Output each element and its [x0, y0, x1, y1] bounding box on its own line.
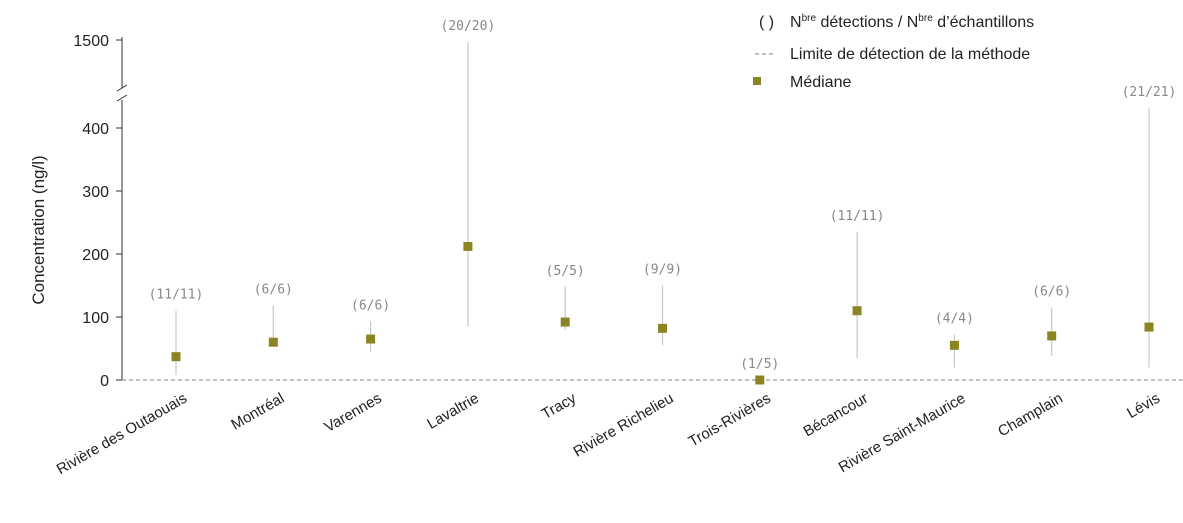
median-marker [171, 352, 181, 362]
data-marks: (11/11) (6/6) (6/6) (20/20) (5/5) (9/9) (1/5) (… [149, 19, 1177, 385]
y-tick-label: 1500 [73, 33, 109, 50]
y-ticks: 0 100 200 300 400 1500 [73, 33, 122, 390]
y-axis-label: Concentration (ng/l) [29, 155, 48, 304]
y-axis [116, 37, 128, 380]
detection-count-label: (1/5) [740, 357, 779, 372]
y-tick-label: 300 [82, 184, 109, 201]
legend-counts-label: Nbre détections / Nbre d’échantillons [790, 13, 1034, 31]
x-tick-label: Varennes [321, 390, 384, 436]
legend-limit-label: Limite de détection de la méthode [790, 46, 1030, 63]
axis-break-mark [116, 94, 128, 102]
median-marker [949, 340, 959, 350]
median-marker [463, 241, 473, 251]
detection-count-label: (4/4) [935, 312, 974, 327]
median-marker [658, 323, 667, 333]
detection-count-label: (5/5) [546, 264, 585, 279]
y-tick-label: 100 [82, 310, 109, 327]
legend-median-label: Médiane [790, 74, 851, 91]
detection-count-label: (11/11) [149, 288, 204, 303]
median-marker [1047, 331, 1057, 341]
legend-paren-symbol: ( ) [759, 14, 774, 31]
x-tick-label: Lavaltrie [424, 390, 482, 433]
legend-median-swatch [753, 77, 761, 85]
detection-count-label: (11/11) [830, 209, 885, 224]
y-tick-label: 200 [82, 247, 109, 264]
median-marker [852, 306, 862, 316]
x-tick-labels: Rivière des Outaouais Montréal Varennes Lav… [54, 389, 1163, 478]
x-tick-label: Bécancour [800, 390, 871, 441]
x-tick-label: Rivière Richelieu [571, 390, 677, 461]
detection-count-label: (6/6) [254, 283, 293, 298]
axis-break-mark [116, 84, 128, 92]
median-marker [560, 317, 570, 327]
median-marker [366, 334, 376, 344]
x-tick-label: Trois-Rivières [686, 390, 774, 451]
detection-count-label: (6/6) [351, 298, 390, 313]
y-tick-label: 0 [100, 373, 109, 390]
detection-count-label: (9/9) [643, 263, 682, 278]
y-tick-label: 400 [82, 121, 109, 138]
x-tick-label: Champlain [995, 390, 1066, 441]
detection-count-label: (21/21) [1122, 85, 1177, 100]
median-marker [755, 375, 765, 385]
detection-count-label: (6/6) [1032, 285, 1071, 300]
median-marker [1144, 322, 1154, 332]
x-tick-label: Tracy [539, 389, 580, 422]
x-tick-label: Lévis [1124, 390, 1163, 422]
detection-count-label: (20/20) [441, 19, 496, 34]
legend: ( ) Nbre détections / Nbre d’échantillon… [753, 13, 1034, 91]
median-marker [268, 337, 278, 347]
x-tick-label: Montréal [228, 390, 287, 434]
x-tick-label: Rivière des Outaouais [54, 390, 190, 479]
